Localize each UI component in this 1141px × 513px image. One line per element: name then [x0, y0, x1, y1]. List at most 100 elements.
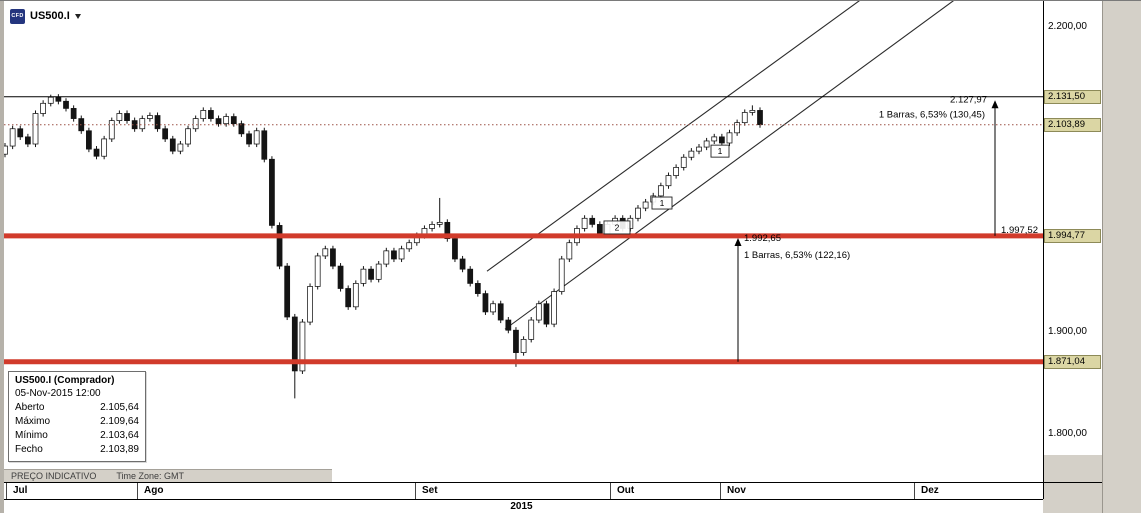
candle-body [70, 108, 77, 119]
month-label: Set [422, 485, 438, 496]
bar-count-box[interactable] [651, 196, 673, 210]
candle-body [513, 329, 519, 353]
candle-body [528, 319, 535, 340]
window-border [0, 0, 4, 513]
bar-count-label: 2 [615, 222, 620, 232]
high-label: Máximo [15, 416, 51, 427]
year-label: 2015 [510, 501, 533, 512]
candle-body [459, 258, 466, 270]
candle-body [299, 321, 306, 372]
candle-body [566, 242, 573, 260]
candle-body [154, 115, 161, 130]
month-label: Out [617, 485, 635, 496]
window-border-scroll-area [1102, 0, 1141, 513]
bar-count-box[interactable] [603, 220, 631, 235]
low-value: 2.103,64 [100, 430, 139, 441]
candle-body [345, 288, 352, 308]
candle-body [368, 268, 374, 280]
candle-body [169, 138, 176, 152]
window-border [0, 0, 1141, 1]
candle-body [284, 265, 291, 318]
candle-body [47, 96, 54, 104]
candle-body [383, 250, 390, 265]
candle-body [406, 242, 413, 250]
candle-body [337, 265, 344, 289]
candle-body [269, 158, 275, 226]
candle-body [558, 258, 565, 292]
candle-body [230, 116, 237, 125]
candle-body [490, 303, 496, 313]
candle-body [162, 128, 169, 140]
chevron-down-icon [74, 14, 81, 19]
candle-body [436, 221, 443, 225]
month-tick [137, 483, 138, 499]
month-tick [6, 483, 7, 499]
price-indicative-label: PREÇO INDICATIVO [11, 471, 97, 481]
candle-body [63, 100, 69, 109]
price-tag: 1.871,04 [1044, 354, 1101, 369]
candle-body [101, 138, 108, 157]
time-axis[interactable]: Jul Ago Set Out Nov Dez [0, 483, 1043, 499]
timezone-label: Time Zone: GMT [116, 471, 185, 481]
candle-body [482, 293, 489, 313]
candle-body [749, 110, 756, 113]
axis-price-label: 1.800,00 [1048, 428, 1087, 439]
trend-channel-line[interactable] [504, 0, 962, 330]
candle-body [734, 122, 740, 134]
candle-body [757, 110, 763, 126]
instrument-selector[interactable]: CFD US500.I [6, 6, 85, 26]
month-label: Dez [921, 485, 939, 496]
open-value: 2.105,64 [100, 402, 139, 413]
candle-body [291, 316, 298, 372]
low-label: Mínimo [15, 430, 48, 441]
candle-body [147, 115, 153, 119]
candle-body [124, 113, 130, 121]
month-tick [914, 483, 915, 499]
month-label: Nov [727, 485, 746, 496]
candle-body [246, 133, 252, 145]
candle-body [635, 207, 641, 219]
price-tag: 1.994,77 [1044, 228, 1101, 243]
measure-value-label: 1.992,65 [744, 233, 781, 244]
axis-separator [1043, 0, 1044, 499]
year-band: 2015 [0, 500, 1043, 513]
plot-area [4, 0, 962, 399]
bar-count-label: 1 [718, 146, 723, 156]
candle-body [718, 136, 725, 144]
candle-body [505, 319, 512, 331]
candle-body [467, 268, 474, 284]
close-label: Fecho [15, 444, 43, 455]
candle-body [32, 113, 39, 145]
month-label: Ago [144, 485, 164, 496]
measure-percent-label: 1 Barras, 6,53% (122,16) [744, 250, 850, 261]
cfd-instrument-icon: CFD [10, 8, 25, 24]
window-fill [1043, 455, 1103, 513]
candle-body [474, 283, 481, 294]
candle-body [543, 303, 550, 325]
candle-body [696, 146, 702, 152]
candle-body [314, 255, 321, 287]
arrow-up-icon [734, 237, 742, 246]
price-level-label: 1.997,52 [1001, 225, 1038, 236]
candle-body [307, 286, 313, 323]
candle-body [581, 217, 588, 229]
candle-body [40, 102, 47, 114]
trend-channel-line[interactable] [486, 0, 868, 272]
candle-body [322, 248, 329, 257]
tooltip-title: US500.I (Comprador) [15, 375, 115, 386]
close-value: 2.103,89 [100, 444, 139, 455]
candle-body [215, 118, 222, 125]
candle-body [330, 248, 336, 267]
candle-body [551, 291, 557, 325]
candle-body [688, 150, 695, 158]
candle-body [398, 248, 405, 260]
candlesticks [4, 94, 763, 399]
bar-count-box[interactable] [710, 144, 730, 158]
arrow-up-icon [991, 100, 999, 109]
candle-body [238, 123, 245, 135]
candle-body [711, 136, 718, 142]
candle-body [352, 283, 359, 308]
candle-body [108, 120, 115, 140]
price-axis[interactable]: 2.200,00 1.900,00 1.800,00 2.131,50 2.103,89… [1044, 0, 1102, 499]
